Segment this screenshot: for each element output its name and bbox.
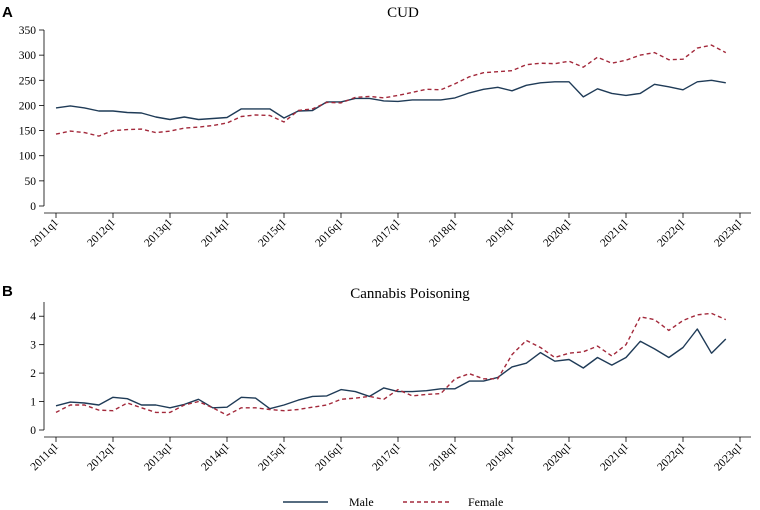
legend-female-label: Female xyxy=(468,495,503,509)
x-tick-label: 2020q1 xyxy=(541,440,574,473)
y-tick-label: 350 xyxy=(19,25,37,37)
series-line-male xyxy=(55,328,727,410)
x-tick-label: 2018q1 xyxy=(427,216,460,249)
panel-a-letter: A xyxy=(2,4,13,21)
y-tick-label: 3 xyxy=(30,340,36,352)
x-tick-label: 2012q1 xyxy=(85,440,118,473)
legend-male-label: Male xyxy=(349,495,374,509)
panel-b-title: Cannabis Poisoning xyxy=(350,286,470,302)
y-tick-label: 50 xyxy=(25,176,37,188)
series-line-male xyxy=(55,79,726,121)
panel-a-y-ticks: 0 50 100 150 200 250 300 350 xyxy=(19,25,44,213)
x-tick-label: 2016q1 xyxy=(313,440,346,473)
x-tick-label: 2013q1 xyxy=(142,440,175,473)
x-tick-label: 2016q1 xyxy=(313,216,346,249)
x-tick-label: 2014q1 xyxy=(199,440,232,473)
y-tick-label: 250 xyxy=(19,75,37,87)
x-tick-label: 2018q1 xyxy=(427,440,460,473)
y-tick-label: 2 xyxy=(30,368,36,380)
y-tick-label: 0 xyxy=(30,201,36,213)
x-tick-label: 2017q1 xyxy=(370,440,403,473)
x-tick-label: 2020q1 xyxy=(541,216,574,249)
panel-a-title: CUD xyxy=(387,5,419,21)
y-tick-label: 150 xyxy=(19,126,37,138)
x-tick-label: 2013q1 xyxy=(142,216,175,249)
y-tick-label: 300 xyxy=(19,50,37,62)
x-tick-label: 2011q1 xyxy=(29,440,62,473)
y-tick-label: 100 xyxy=(19,151,37,163)
x-tick-label: 2014q1 xyxy=(199,216,232,249)
series-line-female xyxy=(55,312,727,416)
x-tick-label: 2022q1 xyxy=(655,440,688,473)
x-tick-label: 2022q1 xyxy=(655,216,688,249)
x-tick-label: 2019q1 xyxy=(484,216,517,249)
x-tick-label: 2011q1 xyxy=(29,216,62,249)
x-tick-label: 2012q1 xyxy=(85,216,118,249)
series-line-female xyxy=(55,44,727,137)
x-tick-label: 2023q1 xyxy=(712,440,745,473)
panel-b-x-ticks: 2011q1 2012q1 2013q1 2014q1 2015q1 2016q1 2017… xyxy=(29,437,745,474)
y-tick-label: 200 xyxy=(19,100,37,112)
x-tick-label: 2015q1 xyxy=(256,216,289,249)
y-tick-label: 1 xyxy=(30,397,36,409)
legend: Male Female xyxy=(283,495,503,509)
x-tick-label: 2019q1 xyxy=(484,440,517,473)
x-tick-label: 2017q1 xyxy=(370,216,403,249)
x-tick-label: 2023q1 xyxy=(712,216,745,249)
x-tick-label: 2015q1 xyxy=(256,440,289,473)
panel-b-y-ticks: 0 1 2 3 4 xyxy=(30,311,44,437)
panel-a-series xyxy=(55,44,727,137)
panel-a-x-ticks: 2011q1 2012q1 2013q1 2014q1 2015q1 2016q1 2017… xyxy=(29,213,745,250)
panel-b-letter: B xyxy=(2,283,13,300)
y-tick-label: 4 xyxy=(30,311,36,323)
x-tick-label: 2021q1 xyxy=(598,216,631,249)
x-tick-label: 2021q1 xyxy=(598,440,631,473)
y-tick-label: 0 xyxy=(30,425,36,437)
panel-a: A CUD 0 50 100 150 200 250 300 350 2011q1 2012q1… xyxy=(2,4,751,250)
panel-b-series xyxy=(55,312,727,416)
